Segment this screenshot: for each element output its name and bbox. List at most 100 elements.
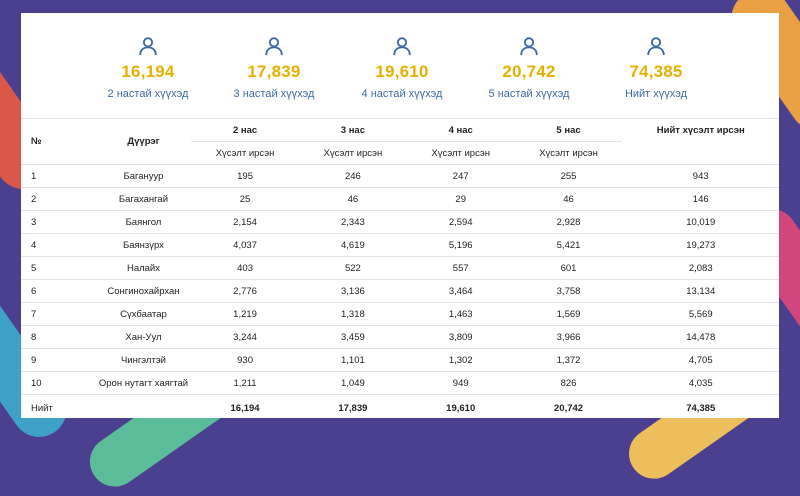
table-row: 4 Баянзүрх 4,037 4,619 5,196 5,421 19,27… [21, 233, 779, 257]
stat-label: 4 настай хүүхэд [361, 88, 443, 100]
column-header-age4: 4 нас [448, 124, 473, 136]
cell-district: Орон нутагт хаягтай [95, 371, 192, 395]
cell-age3: 3,136 [298, 279, 407, 303]
subheader-requested: Хүсэлт ирсэн [406, 141, 515, 165]
cell-age4: 1,302 [406, 348, 515, 372]
cell-age4: 3,809 [406, 325, 515, 349]
cell-age2: 2,776 [191, 279, 299, 303]
column-header-age2: 2 нас [232, 124, 258, 136]
table-header-row: № Дүүрэг 2 нас 3 нас 4 нас 5 нас Нийт хү… [21, 118, 779, 147]
person-icon [265, 37, 283, 56]
cell-age3: 3,459 [298, 325, 407, 349]
table-subheader-row: Хүсэлт ирсэн Хүсэлт ирсэн Хүсэлт ирсэн Х… [21, 141, 779, 165]
cell-no: 8 [21, 325, 96, 349]
cell-age5: 826 [514, 371, 623, 395]
table-footer-row: Нийт 16,194 17,839 19,610 20,742 74,385 [21, 394, 779, 418]
cell-no: 4 [21, 233, 96, 257]
cell-district: Сүхбаатар [95, 302, 192, 326]
cell-age5: 1,569 [514, 302, 623, 326]
cell-total: 10,019 [622, 210, 779, 234]
cell-total: 5,569 [622, 302, 779, 326]
cell-age4: 2,594 [406, 210, 515, 234]
district-table: № Дүүрэг 2 нас 3 нас 4 нас 5 нас Нийт хү… [21, 118, 779, 418]
cell-age3: 246 [298, 164, 407, 188]
cell-age4: 1,463 [406, 302, 515, 326]
footer-empty [95, 394, 192, 418]
stat-value: 17,839 [247, 62, 301, 81]
cell-district: Багахангай [95, 187, 192, 211]
table-row: 3 Баянгол 2,154 2,343 2,594 2,928 10,019 [21, 210, 779, 234]
column-header-district: Дүүрэг [127, 136, 160, 147]
cell-age4: 3,464 [406, 279, 515, 303]
cell-total: 4,035 [622, 371, 779, 395]
stat-label: 3 настай хүүхэд [233, 88, 315, 100]
cell-district: Баянгол [95, 210, 192, 234]
stat-value: 20,742 [502, 62, 556, 81]
person-icon [520, 37, 538, 56]
cell-no: 5 [21, 256, 96, 280]
cell-age5: 46 [514, 187, 623, 211]
stat-value: 74,385 [629, 62, 683, 81]
cell-total: 13,134 [622, 279, 779, 303]
subheader-requested: Хүсэлт ирсэн [514, 141, 623, 165]
cell-age2: 195 [191, 164, 299, 188]
subheader-requested: Хүсэлт ирсэн [191, 141, 299, 165]
cell-age3: 2,343 [298, 210, 407, 234]
cell-age3: 1,101 [298, 348, 407, 372]
person-icon [647, 37, 665, 56]
subheader-empty [622, 142, 779, 165]
cell-no: 3 [21, 210, 96, 234]
table-row: 1 Багануур 195 246 247 255 943 [21, 164, 779, 188]
cell-district: Сонгинохайрхан [95, 279, 192, 303]
cell-no: 6 [21, 279, 96, 303]
stats-summary: 16,194 2 настай хүүхэд 17,839 3 настай х… [21, 13, 779, 113]
stat-label: 5 настай хүүхэд [488, 88, 570, 100]
cell-age2: 403 [191, 256, 299, 280]
cell-age5: 5,421 [514, 233, 623, 257]
table-row: 7 Сүхбаатар 1,219 1,318 1,463 1,569 5,56… [21, 302, 779, 326]
cell-district: Хан-Уул [95, 325, 192, 349]
stat-label: 2 настай хүүхэд [107, 88, 189, 100]
table-row: 2 Багахангай 25 46 29 46 146 [21, 187, 779, 211]
column-header-age3: 3 нас [340, 124, 365, 136]
cell-age5: 1,372 [514, 348, 623, 372]
stats-panel: 16,194 2 настай хүүхэд 17,839 3 настай х… [21, 13, 779, 418]
cell-no: 7 [21, 302, 96, 326]
cell-district: Налайх [95, 256, 192, 280]
table-row: 6 Сонгинохайрхан 2,776 3,136 3,464 3,758… [21, 279, 779, 303]
stat-label: Нийт хүүхэд [624, 88, 688, 100]
cell-total: 943 [622, 164, 779, 188]
cell-total: 4,705 [622, 348, 779, 372]
cell-district: Багануур [95, 164, 192, 188]
footer-label: Нийт [21, 394, 96, 418]
cell-no: 10 [21, 371, 96, 395]
stat-age4: 19,610 4 настай хүүхэд [337, 35, 467, 100]
cell-total: 14,478 [622, 325, 779, 349]
table-row: 8 Хан-Уул 3,244 3,459 3,809 3,966 14,478 [21, 325, 779, 349]
footer-age3: 17,839 [298, 394, 407, 418]
cell-total: 19,273 [622, 233, 779, 257]
column-header-age5: 5 нас [556, 124, 581, 136]
cell-age4: 29 [406, 187, 515, 211]
cell-age2: 2,154 [191, 210, 299, 234]
cell-total: 2,083 [622, 256, 779, 280]
stat-age5: 20,742 5 настай хүүхэд [464, 35, 594, 100]
cell-age2: 4,037 [191, 233, 299, 257]
cell-age3: 1,318 [298, 302, 407, 326]
table-row: 10 Орон нутагт хаягтай 1,211 1,049 949 8… [21, 371, 779, 395]
cell-age2: 25 [191, 187, 299, 211]
column-header-no: № [31, 136, 42, 147]
cell-age3: 522 [298, 256, 407, 280]
table-row: 9 Чингэлтэй 930 1,101 1,302 1,372 4,705 [21, 348, 779, 372]
cell-age4: 5,196 [406, 233, 515, 257]
cell-age4: 557 [406, 256, 515, 280]
cell-total: 146 [622, 187, 779, 211]
cell-district: Чингэлтэй [95, 348, 192, 372]
cell-no: 1 [21, 164, 96, 188]
cell-age2: 1,211 [191, 371, 299, 395]
stat-total: 74,385 Нийт хүүхэд [591, 35, 721, 100]
cell-age4: 247 [406, 164, 515, 188]
stat-value: 19,610 [375, 62, 429, 81]
stat-age2: 16,194 2 настай хүүхэд [83, 35, 213, 100]
cell-age5: 2,928 [514, 210, 623, 234]
